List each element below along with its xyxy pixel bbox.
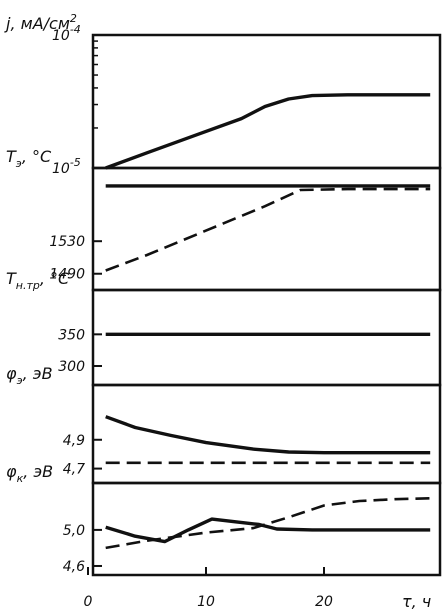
series-solid-line [105, 517, 431, 544]
series-dashed-line [105, 497, 431, 550]
y-tick-label: 10-5 [52, 156, 81, 177]
y-axis-label-subscript: н.тр [16, 279, 40, 292]
panel-frame [91, 288, 442, 387]
y-axis-label-unit: , °C [22, 147, 52, 166]
y-axis-label-unit: , эВ [23, 462, 53, 481]
y-axis-label-unit: , °C [40, 269, 70, 288]
y-tick-exponent: -5 [70, 156, 81, 169]
panel-frame [91, 383, 442, 485]
x-axis: τ, ч 0 10 20 [84, 567, 431, 611]
y-axis-label: j, мА/см2 [4, 12, 77, 33]
y-axis-label-superscript: 2 [70, 12, 77, 25]
y-tick-label: 4,6 [63, 559, 85, 575]
y-axis-label-main: j, мА/см [4, 14, 70, 33]
y-axis-label: φэ, эВ [6, 364, 53, 387]
x-axis-label: τ, ч [402, 592, 431, 611]
y-axis-label-subscript: э [17, 374, 23, 387]
y-axis-label-main: φ [6, 462, 17, 481]
y-axis-label: φк, эВ [6, 462, 53, 485]
y-axis-label-main: T [6, 269, 17, 288]
y-axis-label-subscript: к [17, 472, 24, 485]
y-axis-label-main: T [6, 147, 17, 166]
y-axis-label-subscript: э [16, 157, 22, 170]
series-solid-line [105, 415, 431, 455]
y-tick-label: 300 [58, 359, 85, 375]
panel-frame [91, 33, 442, 170]
y-tick-label: 4,7 [63, 462, 85, 478]
panel-collector-potential: φк, эВ 5,0 4,6 [6, 462, 442, 577]
y-tick-mantissa: 10 [52, 28, 70, 44]
panel-emitter-potential: φэ, эВ4,94,7 [6, 364, 442, 485]
y-axis-label: Tэ, °C [6, 147, 52, 170]
y-tick-mantissa: 10 [52, 161, 70, 177]
y-tick-label: 1530 [49, 234, 85, 250]
y-tick-label: 5,0 [63, 523, 85, 539]
x-tick-label: 0 [84, 594, 93, 610]
y-axis-label: Tн.тр, °C [6, 269, 70, 292]
series-solid-line [105, 93, 431, 170]
y-tick-label: 4,9 [63, 433, 85, 449]
y-tick-label: 350 [58, 327, 85, 343]
series-dashed-line [105, 187, 431, 272]
x-tick-label: 10 [197, 594, 215, 610]
panel-bottom-temperature: Tн.тр, °C 350 300 [6, 269, 442, 387]
y-tick-label: 10-4 [52, 23, 81, 44]
y-axis-label-unit: , эВ [23, 364, 53, 383]
y-axis-label-main: φ [6, 364, 17, 383]
y-tick-label: 1490 [49, 267, 85, 283]
x-tick-label: 20 [315, 594, 333, 610]
y-tick-exponent: -4 [70, 23, 81, 36]
